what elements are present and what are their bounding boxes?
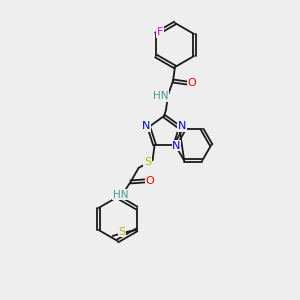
Text: N: N bbox=[178, 121, 186, 131]
Text: O: O bbox=[145, 176, 154, 186]
Text: HN: HN bbox=[113, 190, 128, 200]
Text: HN: HN bbox=[153, 91, 169, 101]
Text: N: N bbox=[142, 121, 150, 131]
Text: F: F bbox=[157, 27, 163, 37]
Text: N: N bbox=[172, 141, 181, 151]
Text: S: S bbox=[118, 227, 125, 237]
Text: S: S bbox=[144, 157, 151, 167]
Text: O: O bbox=[188, 78, 196, 88]
